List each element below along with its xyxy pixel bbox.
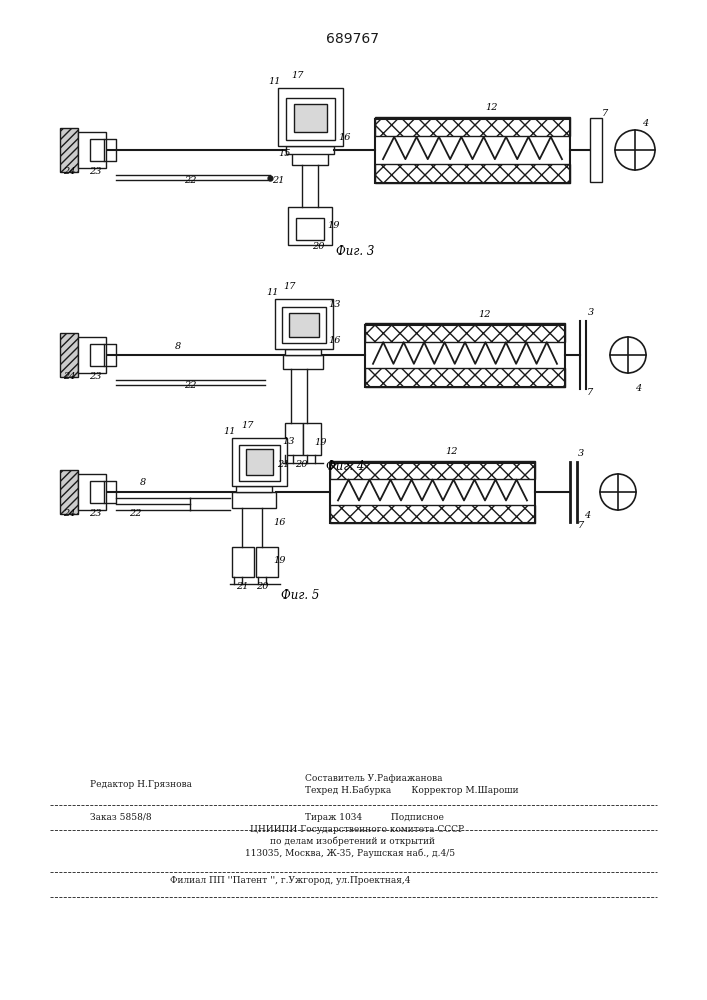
Text: 4: 4 xyxy=(584,511,590,520)
Text: 23: 23 xyxy=(89,372,101,381)
Bar xyxy=(78,474,106,510)
Text: 4: 4 xyxy=(635,384,641,393)
Text: 16: 16 xyxy=(329,336,341,345)
Bar xyxy=(246,449,273,475)
Bar xyxy=(278,88,343,146)
Bar xyxy=(365,323,565,342)
Text: 24: 24 xyxy=(63,509,75,518)
Text: 13: 13 xyxy=(329,300,341,309)
Text: 19: 19 xyxy=(274,556,286,565)
Bar xyxy=(256,547,278,577)
Text: 4: 4 xyxy=(642,119,648,128)
Bar xyxy=(289,313,319,337)
Text: 11: 11 xyxy=(267,288,279,297)
Bar xyxy=(275,299,333,349)
Text: 3: 3 xyxy=(578,449,584,458)
Text: 21: 21 xyxy=(235,582,248,591)
Text: 22: 22 xyxy=(184,176,197,185)
Text: 22: 22 xyxy=(129,509,141,518)
Bar xyxy=(60,333,78,377)
Text: 22: 22 xyxy=(184,381,197,390)
Bar xyxy=(90,344,104,366)
Bar xyxy=(330,463,535,523)
Text: 21: 21 xyxy=(276,460,289,469)
Bar xyxy=(239,445,280,481)
Text: 12: 12 xyxy=(479,310,491,319)
Text: 20: 20 xyxy=(295,460,308,469)
Text: Филиал ПП ''Патент '', г.Ужгород, ул.Проектная,4: Филиал ПП ''Патент '', г.Ужгород, ул.Про… xyxy=(170,876,411,885)
Text: 12: 12 xyxy=(445,447,458,456)
Bar xyxy=(285,349,321,355)
Text: 20: 20 xyxy=(256,582,268,591)
Text: 11: 11 xyxy=(269,77,281,86)
Bar xyxy=(78,132,106,168)
Bar xyxy=(292,150,328,165)
Text: 3: 3 xyxy=(588,308,594,317)
Bar xyxy=(236,486,272,492)
Text: 17: 17 xyxy=(284,282,296,291)
Text: Составитель У.Рафиажанова: Составитель У.Рафиажанова xyxy=(305,774,443,783)
Text: 7: 7 xyxy=(587,388,593,397)
Bar xyxy=(78,337,106,373)
Text: 15: 15 xyxy=(279,149,291,158)
Bar xyxy=(286,98,335,140)
Text: 13: 13 xyxy=(283,437,296,446)
Bar xyxy=(294,104,327,132)
Bar xyxy=(90,481,104,503)
Text: 11: 11 xyxy=(223,427,236,436)
Text: 24: 24 xyxy=(63,167,75,176)
Bar xyxy=(285,423,303,455)
Bar xyxy=(296,218,324,240)
Bar xyxy=(283,355,323,369)
Bar xyxy=(330,461,535,479)
Text: 24: 24 xyxy=(63,372,75,381)
Bar xyxy=(375,117,570,136)
Bar xyxy=(375,164,570,183)
Text: 7: 7 xyxy=(602,109,608,118)
Text: Фиг. 4: Фиг. 4 xyxy=(326,460,364,473)
Text: 7: 7 xyxy=(578,521,584,530)
Bar xyxy=(232,438,287,486)
Text: Техред Н.Бабурка       Корректор М.Шароши: Техред Н.Бабурка Корректор М.Шароши xyxy=(305,786,519,795)
Text: 8: 8 xyxy=(140,478,146,487)
Bar xyxy=(282,307,326,343)
Text: 23: 23 xyxy=(89,167,101,176)
Text: 21: 21 xyxy=(271,176,284,185)
Text: 113035, Москва, Ж-35, Раушская наб., д.4/5: 113035, Москва, Ж-35, Раушская наб., д.4… xyxy=(245,848,455,858)
Bar xyxy=(365,325,565,387)
Text: 12: 12 xyxy=(486,103,498,112)
Text: 8: 8 xyxy=(175,342,181,351)
Bar xyxy=(365,368,565,387)
Bar xyxy=(232,547,254,577)
Bar xyxy=(90,139,104,161)
Text: 19: 19 xyxy=(328,221,340,230)
Text: Тираж 1034          Подписное: Тираж 1034 Подписное xyxy=(305,813,444,822)
Bar xyxy=(303,423,321,455)
Text: 17: 17 xyxy=(292,71,304,80)
Bar xyxy=(375,119,570,183)
Bar xyxy=(60,128,78,172)
Bar xyxy=(590,118,602,182)
Text: 689767: 689767 xyxy=(327,32,380,46)
Bar xyxy=(288,207,332,245)
Text: 16: 16 xyxy=(339,133,351,142)
Text: ЦНИИПИ Государственного комитета СССР: ЦНИИПИ Государственного комитета СССР xyxy=(250,825,464,834)
Text: Редактор Н.Грязнова: Редактор Н.Грязнова xyxy=(90,780,192,789)
Bar xyxy=(60,470,78,514)
Text: Заказ 5858/8: Заказ 5858/8 xyxy=(90,813,151,822)
Text: 17: 17 xyxy=(242,421,255,430)
Text: 23: 23 xyxy=(89,509,101,518)
Text: по делам изобретений и открытий: по делам изобретений и открытий xyxy=(270,836,435,846)
Text: Фиг. 3: Фиг. 3 xyxy=(336,245,374,258)
Text: 19: 19 xyxy=(315,438,327,447)
Bar xyxy=(286,146,334,154)
Text: 20: 20 xyxy=(312,242,325,251)
Bar xyxy=(232,492,276,508)
Bar xyxy=(330,505,535,523)
Text: 16: 16 xyxy=(274,518,286,527)
Text: Фиг. 5: Фиг. 5 xyxy=(281,589,319,602)
